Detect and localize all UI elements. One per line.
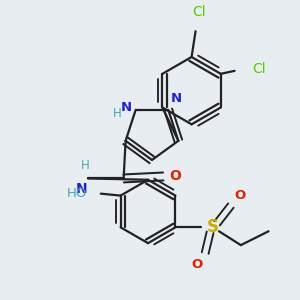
Text: H: H	[81, 158, 90, 172]
Text: N: N	[121, 101, 132, 114]
Text: O: O	[191, 258, 202, 271]
Text: N: N	[170, 92, 182, 105]
Text: N: N	[75, 182, 87, 197]
Text: Cl: Cl	[193, 5, 206, 20]
Text: O: O	[169, 169, 181, 184]
Text: HO: HO	[67, 187, 87, 200]
Text: S: S	[207, 218, 219, 236]
Text: Cl: Cl	[252, 62, 266, 76]
Text: O: O	[234, 189, 245, 202]
Text: H: H	[113, 107, 122, 120]
